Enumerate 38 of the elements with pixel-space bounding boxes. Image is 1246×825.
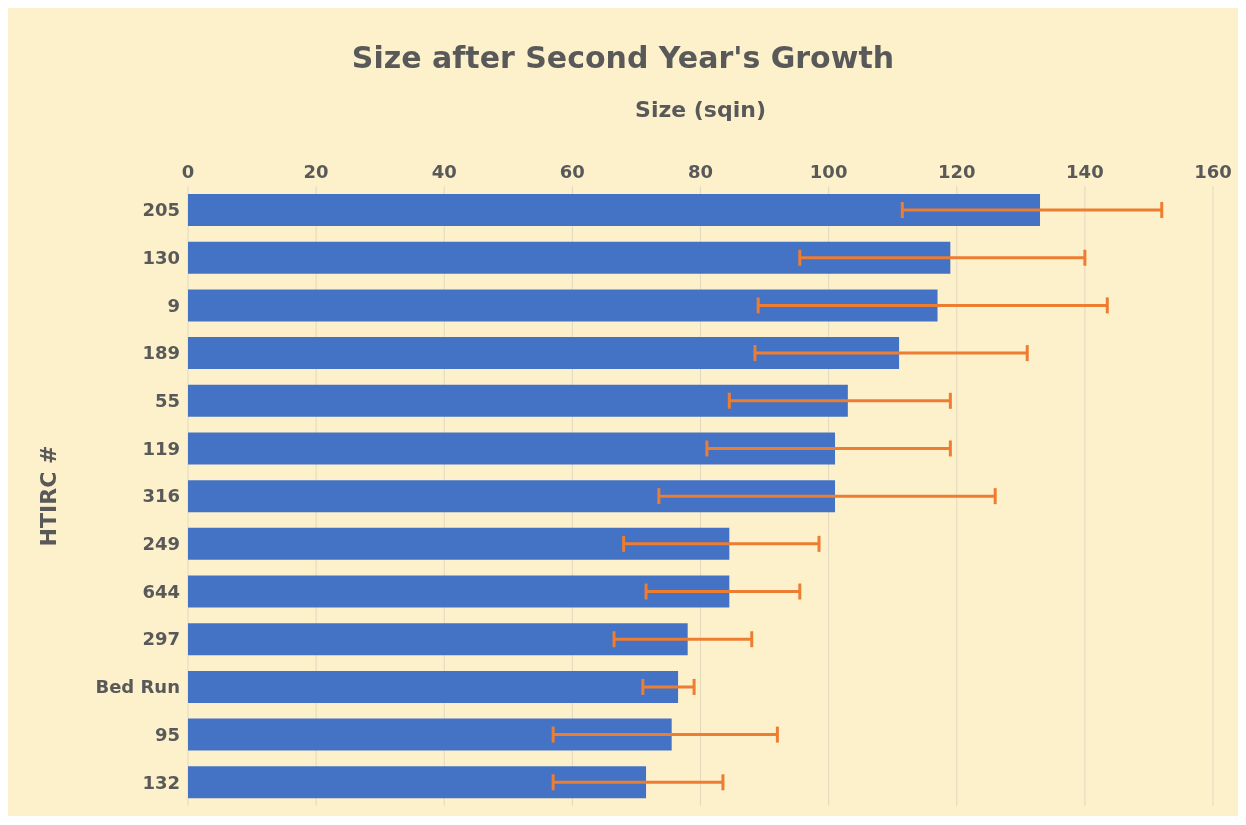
y-tick-label: 55 xyxy=(154,390,180,412)
y-tick-label: 9 xyxy=(167,294,180,316)
x-tick-label: 100 xyxy=(809,161,848,182)
y-tick-label: 95 xyxy=(154,723,180,745)
x-tick-label: 160 xyxy=(1194,161,1232,182)
y-tick-label: 316 xyxy=(142,485,180,507)
y-tick-label: 130 xyxy=(142,246,180,268)
bar xyxy=(188,623,688,656)
y-tick-label: Bed Run xyxy=(95,676,180,698)
y-tick-label: 644 xyxy=(142,580,180,602)
bar xyxy=(188,718,672,751)
x-tick-label: 140 xyxy=(1066,161,1104,182)
x-axis-title: Size (sqin) xyxy=(635,96,766,122)
bar xyxy=(188,384,848,417)
y-tick-label: 297 xyxy=(142,628,180,650)
x-tick-label: 80 xyxy=(687,161,714,182)
x-tick-label: 120 xyxy=(937,161,976,182)
bar xyxy=(188,337,900,370)
y-tick-label: 119 xyxy=(142,437,180,459)
bar xyxy=(188,432,836,465)
bar xyxy=(188,480,836,513)
y-tick-label: 205 xyxy=(142,199,180,221)
bar xyxy=(188,527,730,560)
x-tick-label: 60 xyxy=(559,161,585,182)
y-tick-label: 249 xyxy=(142,533,180,555)
x-tick-label: 0 xyxy=(181,161,195,182)
x-tick-label: 40 xyxy=(431,161,457,182)
chart-title: Size after Second Year's Growth xyxy=(350,40,896,75)
y-axis-title: HTIRC # xyxy=(35,445,61,547)
bar xyxy=(188,575,730,608)
bar xyxy=(188,289,938,322)
bar xyxy=(188,194,1041,226)
bar xyxy=(188,766,647,799)
bar xyxy=(188,670,679,703)
y-tick-label: 189 xyxy=(142,342,180,364)
y-tick-label: 132 xyxy=(142,771,180,793)
bar xyxy=(188,241,951,274)
x-tick-label: 20 xyxy=(303,161,329,182)
